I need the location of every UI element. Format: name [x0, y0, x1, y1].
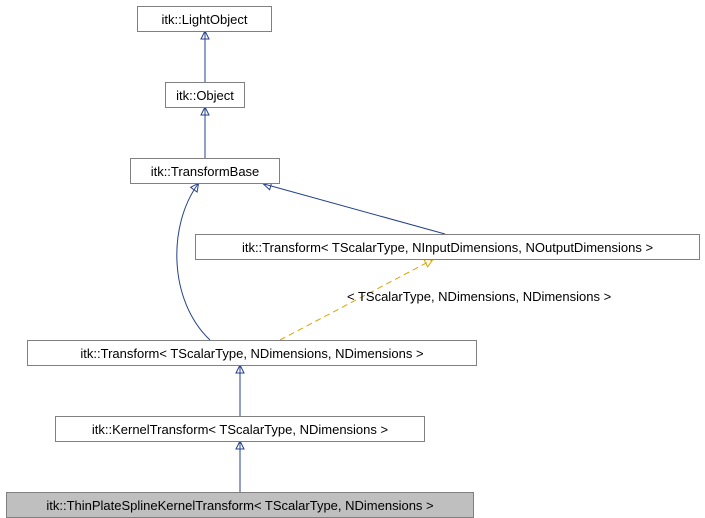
node-label: itk::TransformBase [151, 164, 260, 179]
node-transformbase[interactable]: itk::TransformBase [130, 158, 280, 184]
edge-label-text: < TScalarType, NDimensions, NDimensions … [347, 289, 611, 304]
edge-transformndim-transformbase [177, 184, 210, 340]
node-lightobject[interactable]: itk::LightObject [137, 6, 272, 32]
node-label: itk::Object [176, 88, 234, 103]
node-label: itk::Transform< TScalarType, NDimensions… [80, 346, 423, 361]
node-label: itk::ThinPlateSplineKernelTransform< TSc… [46, 498, 433, 513]
node-kerneltransform[interactable]: itk::KernelTransform< TScalarType, NDime… [55, 416, 425, 442]
node-transform-ndim[interactable]: itk::Transform< TScalarType, NDimensions… [27, 340, 477, 366]
node-transform-ninout[interactable]: itk::Transform< TScalarType, NInputDimen… [195, 234, 700, 260]
template-edge-label: < TScalarType, NDimensions, NDimensions … [347, 289, 611, 304]
edge-transformninout-transformbase [264, 184, 445, 234]
node-label: itk::LightObject [162, 12, 248, 27]
node-label: itk::KernelTransform< TScalarType, NDime… [92, 422, 388, 437]
node-object[interactable]: itk::Object [165, 82, 245, 108]
node-thinplate[interactable]: itk::ThinPlateSplineKernelTransform< TSc… [6, 492, 474, 518]
node-label: itk::Transform< TScalarType, NInputDimen… [242, 240, 653, 255]
diagram-canvas: itk::LightObject itk::Object itk::Transf… [0, 0, 705, 515]
